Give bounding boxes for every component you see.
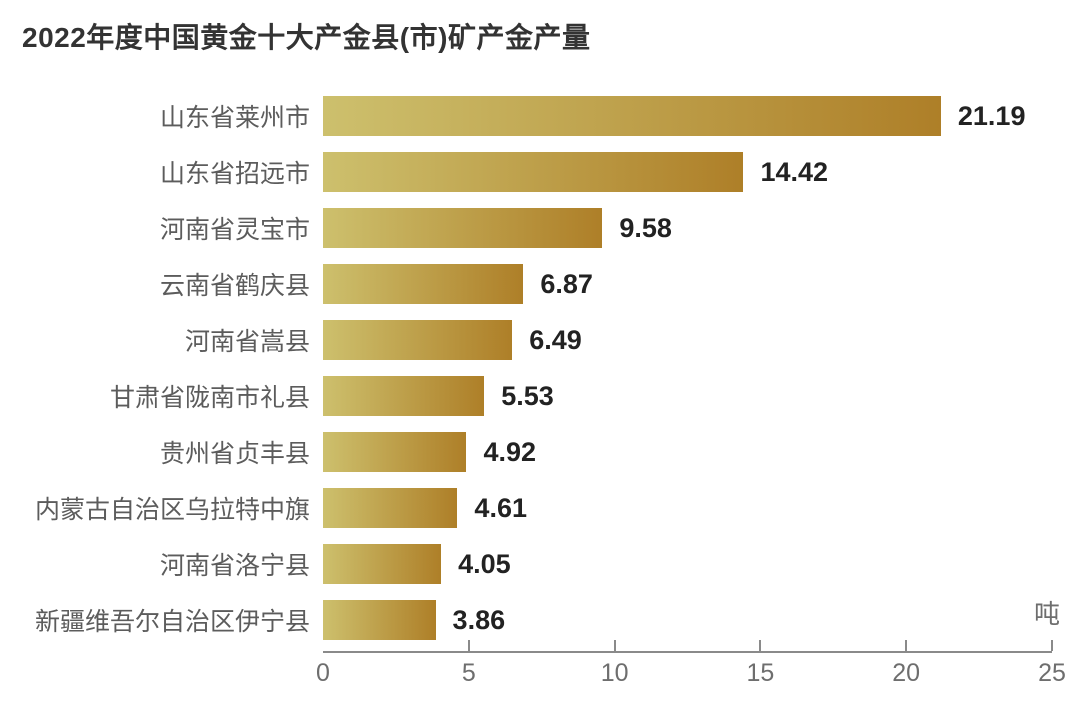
x-axis-tick-label: 10 — [600, 659, 629, 687]
bar-track: 14.42 — [323, 152, 1052, 192]
bar-track: 21.19 — [323, 96, 1052, 136]
x-axis-tick — [467, 640, 470, 651]
chart-row: 新疆维吾尔自治区伊宁县 3.86 — [0, 600, 1052, 640]
bar — [323, 152, 744, 192]
bar — [323, 208, 603, 248]
chart-row: 河南省洛宁县 4.05 — [0, 544, 1052, 584]
value-label: 6.87 — [540, 268, 593, 299]
x-axis-tick-labels: 0 5 10 15 20 25 — [316, 659, 1066, 689]
bar — [323, 96, 941, 136]
value-label: 4.92 — [483, 436, 537, 467]
chart-rows: 山东省莱州市 21.19 山东省招远市 14.42 河南省灵宝市 9.58 云南省鹤庆县 6.… — [0, 96, 1052, 656]
bar — [323, 544, 442, 584]
chart-row: 贵州省贞丰县 4.92 — [0, 432, 1052, 472]
chart-title: 2022年度中国黄金十大产金县(市)矿产金产量 — [22, 22, 591, 53]
x-axis-tick — [1051, 640, 1053, 651]
chart-row: 河南省灵宝市 9.58 — [0, 208, 1052, 248]
value-label: 6.49 — [529, 324, 582, 355]
x-axis-tick — [759, 640, 762, 651]
category-label: 山东省莱州市 — [159, 104, 310, 132]
chart-row: 河南省嵩县 6.49 — [0, 320, 1052, 360]
category-label: 河南省灵宝市 — [159, 216, 310, 244]
x-axis-tick — [613, 640, 616, 651]
bar — [323, 600, 436, 640]
bar-track: 9.58 — [323, 208, 1052, 248]
value-label: 21.19 — [957, 100, 1026, 131]
x-axis — [323, 640, 1053, 653]
chart-row: 内蒙古自治区乌拉特中旗 4.61 — [0, 488, 1052, 528]
category-label: 河南省洛宁县 — [159, 552, 310, 580]
x-axis-tick — [905, 640, 908, 651]
bar-track: 6.49 — [323, 320, 1052, 360]
value-label: 4.05 — [458, 548, 511, 579]
bar — [323, 488, 458, 528]
category-label: 山东省招远市 — [159, 160, 310, 188]
bar — [323, 320, 513, 360]
chart-row: 甘肃省陇南市礼县 5.53 — [0, 376, 1052, 416]
x-axis-line — [323, 651, 1052, 653]
bar — [323, 376, 485, 416]
x-axis-tick-label: 0 — [316, 659, 330, 687]
category-label: 新疆维吾尔自治区伊宁县 — [34, 608, 310, 636]
category-label: 河南省嵩县 — [184, 328, 310, 356]
bar-track: 3.86 — [323, 600, 1052, 640]
bar-track: 4.61 — [323, 488, 1052, 528]
x-axis-tick-label: 5 — [461, 659, 476, 687]
category-label: 云南省鹤庆县 — [159, 272, 310, 300]
bar-track: 4.92 — [323, 432, 1052, 472]
axis-unit-label: 吨 — [1033, 599, 1060, 629]
bar — [323, 432, 467, 472]
category-label: 贵州省贞丰县 — [159, 440, 310, 468]
bar-track: 6.87 — [323, 264, 1052, 304]
value-label: 4.61 — [474, 492, 527, 523]
chart-row: 山东省莱州市 21.19 — [0, 96, 1052, 136]
bar — [323, 264, 524, 304]
value-label: 3.86 — [452, 604, 506, 635]
x-axis-tick-label: 20 — [892, 659, 921, 687]
x-axis-tick-label: 15 — [746, 659, 775, 687]
x-axis-tick-label: 25 — [1038, 659, 1066, 687]
bar-track: 5.53 — [323, 376, 1052, 416]
value-label: 9.58 — [619, 212, 672, 243]
value-label: 14.42 — [760, 156, 829, 187]
chart-row: 云南省鹤庆县 6.87 — [0, 264, 1052, 304]
value-label: 5.53 — [501, 380, 554, 411]
bar-track: 4.05 — [323, 544, 1052, 584]
category-label: 内蒙古自治区乌拉特中旗 — [34, 496, 310, 524]
chart-row: 山东省招远市 14.42 — [0, 152, 1052, 192]
category-label: 甘肃省陇南市礼县 — [109, 384, 310, 412]
